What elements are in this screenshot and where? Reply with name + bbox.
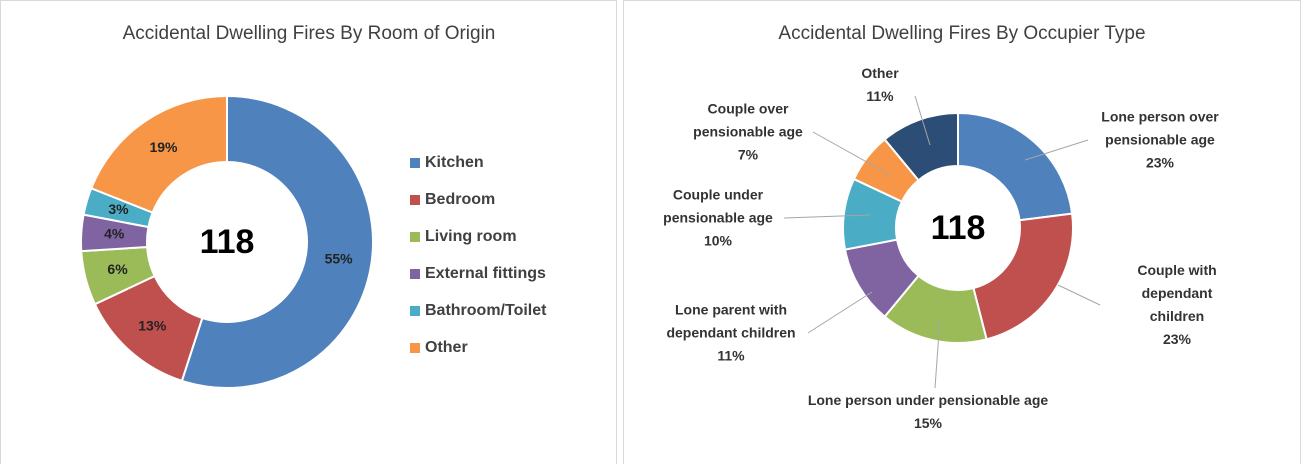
center-total: 118: [200, 223, 255, 261]
legend-swatch: [410, 269, 420, 279]
legend-label: Other: [425, 339, 468, 356]
leader-line: [783, 214, 871, 219]
category-name: Lone person over pensionable age: [1101, 108, 1219, 148]
chart-title: Accidental Dwelling Fires By Room of Ori…: [123, 23, 496, 44]
donut-slice: [883, 111, 959, 182]
chart-title: Accidental Dwelling Fires By Occupier Ty…: [778, 23, 1145, 44]
percent: 23%: [1145, 154, 1175, 171]
data-label: Lone person under pensionable age 15%: [778, 389, 1078, 435]
data-label: 3%: [108, 201, 129, 217]
category-name: Lone person under pensionable age: [807, 392, 1049, 408]
legend-swatch: [410, 343, 420, 353]
legend-label: Kitchen: [425, 154, 484, 171]
percent: 11%: [717, 347, 745, 364]
data-label: Couple with dependant children 23%: [1122, 259, 1232, 351]
data-label: Other 11%: [845, 62, 915, 108]
category-name: Couple over pensionable age: [693, 100, 803, 140]
leader-line: [812, 131, 891, 176]
percent: 11%: [866, 88, 894, 104]
leader-line: [1057, 284, 1101, 306]
category-name: Couple under pensionable age: [663, 186, 773, 226]
legend-swatch: [410, 158, 420, 168]
legend-label: Living room: [425, 228, 517, 245]
donut-slice: [957, 111, 1074, 222]
panel: [623, 0, 1301, 464]
data-label: 55%: [325, 250, 354, 266]
data-label: 4%: [104, 226, 125, 242]
data-label: Couple under pensionable age 10%: [648, 184, 788, 253]
category-name: Couple with dependant children: [1137, 262, 1217, 324]
donut-slice: [972, 212, 1074, 341]
legend-label: Bathroom/Toilet: [425, 302, 547, 319]
data-label: 19%: [149, 139, 178, 155]
leader-line: [807, 291, 873, 334]
legend-label: Bedroom: [425, 191, 495, 208]
percent: 15%: [913, 415, 943, 431]
category-name: Other: [861, 65, 899, 81]
category-name: Lone parent with dependant children: [666, 301, 796, 341]
leader-line: [1024, 139, 1089, 161]
legend-swatch: [410, 306, 420, 316]
donut-slice: [180, 94, 374, 389]
leader-line: [934, 317, 941, 389]
percent: 10%: [703, 232, 733, 249]
percent: 23%: [1162, 331, 1192, 347]
legend-swatch: [410, 195, 420, 205]
leader-line: [914, 95, 931, 146]
donut-slice: [89, 94, 228, 214]
legend-label: External fittings: [425, 265, 546, 282]
data-label: Couple over pensionable age 7%: [678, 98, 818, 167]
data-label: 13%: [138, 317, 167, 333]
data-label: Lone person over pensionable age 23%: [1085, 106, 1235, 175]
center-total: 118: [931, 209, 986, 247]
data-label: Lone parent with dependant children 11%: [666, 299, 796, 368]
legend-swatch: [410, 232, 420, 242]
percent: 7%: [737, 146, 759, 163]
data-label: 6%: [107, 261, 128, 277]
